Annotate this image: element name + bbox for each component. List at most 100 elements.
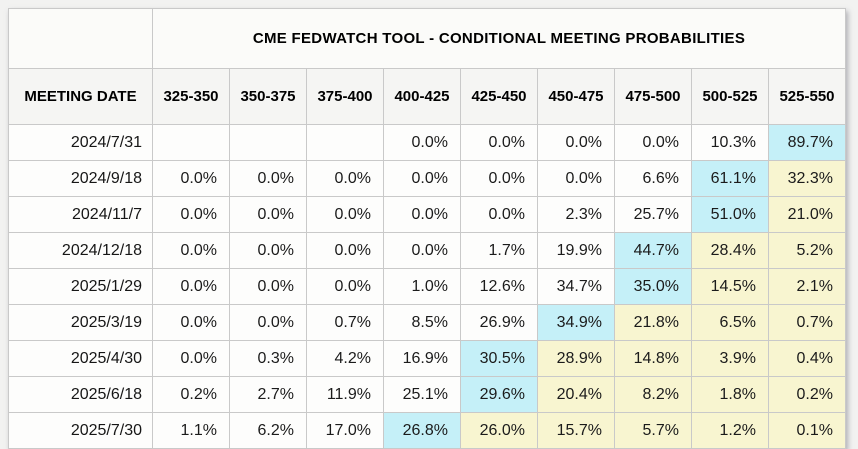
probability-cell: 25.1%: [383, 376, 461, 413]
probability-cell: 0.0%: [229, 232, 307, 269]
probability-cell: 32.3%: [768, 160, 846, 197]
probability-cell: 0.0%: [152, 232, 230, 269]
probability-cell: 10.3%: [691, 124, 769, 161]
probability-cell: 17.0%: [306, 412, 384, 449]
probability-cell: 26.9%: [460, 304, 538, 341]
probability-cell: 21.0%: [768, 196, 846, 233]
table-row: 2024/11/7 0.0% 0.0% 0.0% 0.0% 0.0% 2.3% 25.7% 51…: [8, 196, 846, 233]
probability-cell: 4.2%: [306, 340, 384, 377]
probability-cell: 61.1%: [691, 160, 769, 197]
fedwatch-table-container: CME FEDWATCH TOOL - CONDITIONAL MEETING …: [8, 8, 846, 449]
probability-cell: 0.0%: [229, 268, 307, 305]
probability-cell: 8.5%: [383, 304, 461, 341]
probability-cell: [152, 124, 230, 161]
probability-cell: 6.2%: [229, 412, 307, 449]
probability-cell: 28.4%: [691, 232, 769, 269]
probability-cell: 89.7%: [768, 124, 846, 161]
probability-cell: 25.7%: [614, 196, 692, 233]
probability-cell: 0.0%: [306, 268, 384, 305]
probability-cell: 15.7%: [537, 412, 615, 449]
probability-cell: 0.0%: [460, 196, 538, 233]
probability-cell: 0.0%: [537, 160, 615, 197]
probability-cell: 0.2%: [768, 376, 846, 413]
rate-range-header: 475-500: [614, 68, 692, 125]
rate-range-header: 375-400: [306, 68, 384, 125]
probability-cell: 35.0%: [614, 268, 692, 305]
probability-cell: 21.8%: [614, 304, 692, 341]
table-row: 2024/12/18 0.0% 0.0% 0.0% 0.0% 1.7% 19.9% 44.7%…: [8, 232, 846, 269]
table-title: CME FEDWATCH TOOL - CONDITIONAL MEETING …: [152, 8, 846, 69]
probability-cell: 30.5%: [460, 340, 538, 377]
probability-cell: 0.3%: [229, 340, 307, 377]
probability-cell: 34.7%: [537, 268, 615, 305]
probability-cell: 14.8%: [614, 340, 692, 377]
fedwatch-probabilities-table: CME FEDWATCH TOOL - CONDITIONAL MEETING …: [8, 8, 846, 449]
probability-cell: 6.6%: [614, 160, 692, 197]
probability-cell: 12.6%: [460, 268, 538, 305]
probability-cell: 0.2%: [152, 376, 230, 413]
probability-cell: 14.5%: [691, 268, 769, 305]
probability-cell: 0.0%: [152, 160, 230, 197]
meeting-date-cell: 2024/12/18: [8, 232, 153, 269]
probability-cell: 2.1%: [768, 268, 846, 305]
probability-cell: [229, 124, 307, 161]
table-row: 2025/1/29 0.0% 0.0% 0.0% 1.0% 12.6% 34.7% 35.0%…: [8, 268, 846, 305]
probability-cell: 0.0%: [152, 340, 230, 377]
meeting-date-cell: 2025/4/30: [8, 340, 153, 377]
probability-cell: 0.0%: [383, 124, 461, 161]
probability-cell: 0.7%: [768, 304, 846, 341]
probability-cell: 0.0%: [152, 196, 230, 233]
meeting-date-header: MEETING DATE: [8, 68, 153, 125]
meeting-date-cell: 2025/3/19: [8, 304, 153, 341]
probability-cell: 0.0%: [383, 160, 461, 197]
probability-cell: 0.0%: [229, 304, 307, 341]
probability-cell: 19.9%: [537, 232, 615, 269]
probability-cell: 0.0%: [152, 268, 230, 305]
probability-cell: 26.8%: [383, 412, 461, 449]
meeting-date-cell: 2025/7/30: [8, 412, 153, 449]
probability-cell: 0.0%: [229, 160, 307, 197]
probability-cell: 6.5%: [691, 304, 769, 341]
probability-cell: [306, 124, 384, 161]
probability-cell: 26.0%: [460, 412, 538, 449]
probability-cell: 0.1%: [768, 412, 846, 449]
probability-cell: 0.0%: [229, 196, 307, 233]
rate-range-header: 325-350: [152, 68, 230, 125]
column-header-row: MEETING DATE 325-350 350-375 375-400 400-425…: [8, 68, 846, 125]
table-row: 2025/6/18 0.2% 2.7% 11.9% 25.1% 29.6% 20.4% 8.2…: [8, 376, 846, 413]
table-row: 2025/4/30 0.0% 0.3% 4.2% 16.9% 30.5% 28.9% 14.8…: [8, 340, 846, 377]
probability-cell: 2.7%: [229, 376, 307, 413]
rate-range-header: 400-425: [383, 68, 461, 125]
probability-cell: 8.2%: [614, 376, 692, 413]
meeting-date-cell: 2025/1/29: [8, 268, 153, 305]
probability-cell: 1.0%: [383, 268, 461, 305]
meeting-date-cell: 2025/6/18: [8, 376, 153, 413]
meeting-date-cell: 2024/11/7: [8, 196, 153, 233]
rate-range-header: 500-525: [691, 68, 769, 125]
probability-cell: 0.0%: [460, 124, 538, 161]
probability-cell: 1.1%: [152, 412, 230, 449]
table-row: 2025/7/30 1.1% 6.2% 17.0% 26.8% 26.0% 15.7% 5.7…: [8, 412, 846, 449]
probability-cell: 1.8%: [691, 376, 769, 413]
probability-cell: 5.7%: [614, 412, 692, 449]
probability-cell: 16.9%: [383, 340, 461, 377]
table-row: 2024/7/31 0.0% 0.0% 0.0% 0.0% 10.3% 89.7%: [8, 124, 846, 161]
meeting-date-cell: 2024/9/18: [8, 160, 153, 197]
meeting-date-cell: 2024/7/31: [8, 124, 153, 161]
probability-cell: 51.0%: [691, 196, 769, 233]
probability-cell: 29.6%: [460, 376, 538, 413]
probability-cell: 3.9%: [691, 340, 769, 377]
corner-cell: [8, 8, 153, 69]
probability-cell: 0.0%: [306, 232, 384, 269]
probability-cell: 0.0%: [614, 124, 692, 161]
rate-range-header: 425-450: [460, 68, 538, 125]
table-row: 2024/9/18 0.0% 0.0% 0.0% 0.0% 0.0% 0.0% 6.6% 61.…: [8, 160, 846, 197]
probability-cell: 1.7%: [460, 232, 538, 269]
rate-range-header: 525-550: [768, 68, 846, 125]
probability-cell: 0.4%: [768, 340, 846, 377]
probability-cell: 0.0%: [383, 232, 461, 269]
probability-cell: 0.0%: [152, 304, 230, 341]
probability-cell: 28.9%: [537, 340, 615, 377]
probability-cell: 1.2%: [691, 412, 769, 449]
probability-cell: 11.9%: [306, 376, 384, 413]
